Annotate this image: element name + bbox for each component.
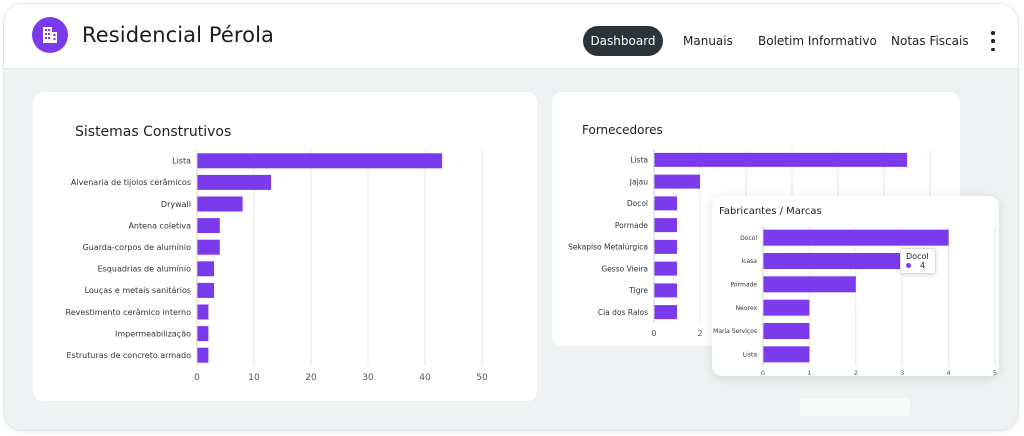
bar — [654, 152, 907, 167]
chart-fornecedores: Lista Jajau Docol Pormade Sekapiso Metalúrgi… — [568, 149, 931, 338]
bar — [654, 305, 677, 320]
category-label: Pormade — [731, 281, 758, 288]
nav-notas-fiscais[interactable]: Notas Fiscais — [891, 34, 969, 48]
app-frame: Residencial Pérola Dashboard Manuais Bol… — [4, 4, 1018, 430]
bar — [763, 276, 856, 293]
bar — [654, 196, 677, 211]
category-label: Cia dos Ralos — [598, 308, 648, 317]
category-label: Pormade — [615, 221, 648, 230]
category-label: Antena coletiva — [128, 221, 191, 230]
category-label: Docol — [627, 199, 648, 208]
building-icon — [32, 17, 68, 53]
chart-title: Sistemas Construtivos — [75, 124, 232, 140]
category-label: Louças e metais sanitários — [85, 286, 191, 295]
tick-label: 2 — [697, 329, 702, 338]
category-label: Sekapiso Metalúrgica — [568, 243, 648, 252]
tick-label: 10 — [248, 373, 260, 383]
chart-sistemas-construtivos: Lista Alvenaria de tijolos cerâmicos Drywa… — [66, 150, 488, 383]
bar — [197, 218, 220, 234]
bar — [654, 283, 677, 298]
nav-boletim-informativo[interactable]: Boletim Informativo — [758, 34, 877, 48]
nav-dashboard[interactable]: Dashboard — [583, 26, 663, 56]
tick-label: 0 — [761, 369, 765, 376]
card-sistemas-construtivos: Sistemas Construtivos Lista Alvenaria de … — [33, 92, 537, 401]
tick-label: 40 — [419, 373, 431, 383]
bar — [763, 346, 810, 363]
bar — [654, 239, 677, 254]
bar — [654, 218, 677, 233]
bar — [654, 261, 677, 276]
bar — [763, 253, 903, 269]
tick-label: 1 — [807, 369, 811, 376]
category-label: Estruturas de concreto armado — [67, 351, 192, 360]
tooltip-swatch — [906, 263, 911, 268]
bar — [197, 261, 215, 277]
category-label: Drywall — [161, 200, 191, 209]
tick-label: 0 — [651, 329, 656, 338]
category-label: Guarda-corpos de alumínio — [83, 243, 192, 252]
bar — [763, 299, 810, 316]
category-label: Alvenaria de tijolos cerâmicos — [71, 178, 191, 187]
category-label: Maria Serviços — [713, 328, 757, 335]
category-label: Icasa — [741, 258, 757, 265]
tooltip-value: 4 — [920, 261, 926, 270]
tick-label: 2 — [854, 369, 858, 376]
tick-label: 3 — [900, 369, 904, 376]
category-label: Revestimento cerâmico interno — [66, 308, 192, 317]
top-bar: Residencial Pérola Dashboard Manuais Bol… — [4, 4, 1018, 69]
chart-tooltip: Docol 4 — [900, 248, 936, 274]
category-label: Docol — [740, 235, 757, 242]
bar — [197, 239, 220, 255]
nav-manuais[interactable]: Manuais — [683, 34, 733, 48]
chart-fabricantes-marcas: Docol Icasa Pormade Neorex Maria Serviços Lis… — [713, 226, 997, 376]
bar — [197, 304, 209, 320]
category-label: Lista — [743, 351, 757, 358]
tick-label: 20 — [305, 373, 317, 383]
category-label: Gesso Vieira — [601, 264, 648, 273]
kebab-menu-icon[interactable] — [988, 31, 998, 51]
chart-title: Fornecedores — [582, 123, 663, 137]
category-label: Lista — [172, 157, 191, 166]
bar — [197, 196, 243, 212]
category-label: Esquadrias de alumínio — [98, 265, 192, 274]
tick-label: 0 — [194, 373, 200, 383]
tick-label: 50 — [476, 373, 488, 383]
faded-control — [800, 398, 910, 416]
category-label: Lista — [630, 156, 648, 165]
chart-title: Fabricantes / Marcas — [719, 206, 822, 217]
tick-label: 30 — [362, 373, 374, 383]
tick-label: 5 — [993, 369, 997, 376]
bar — [197, 174, 272, 190]
bar — [197, 153, 443, 169]
bar — [197, 326, 209, 342]
card-fabricantes-marcas: Fabricantes / Marcas Docol Icasa Pormade Ne… — [712, 196, 999, 376]
tooltip-label: Docol — [906, 252, 929, 261]
tick-label: 4 — [947, 369, 951, 376]
category-label: Jajau — [629, 177, 648, 186]
bar — [654, 174, 700, 189]
bar — [763, 229, 949, 246]
category-label: Tigre — [628, 286, 648, 295]
bar — [197, 282, 215, 298]
category-label: Impermeabilização — [115, 329, 191, 338]
category-label: Neorex — [736, 305, 758, 312]
bar — [763, 323, 810, 339]
app-title: Residencial Pérola — [82, 23, 275, 47]
bar — [197, 347, 209, 363]
